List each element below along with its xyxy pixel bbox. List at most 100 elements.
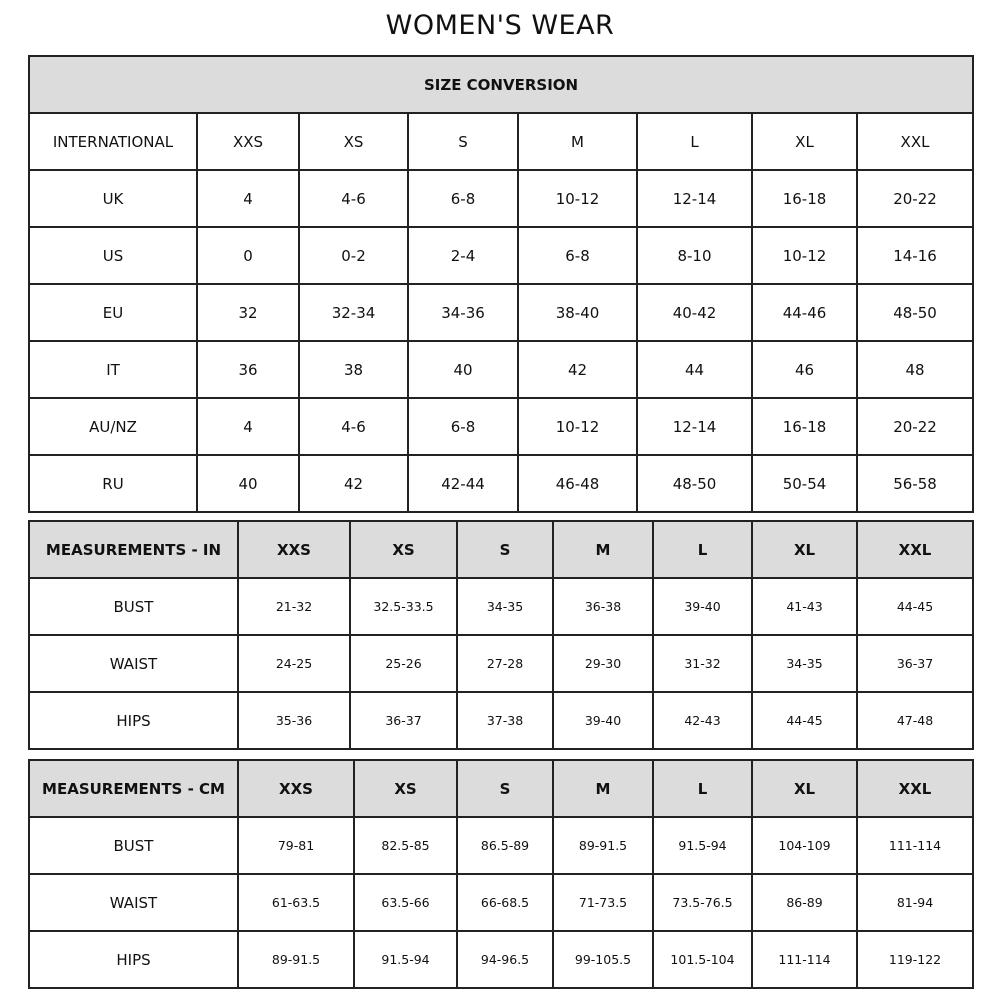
table-cell: 32 [196, 283, 300, 342]
table-cell: 38 [298, 340, 409, 399]
table-cell: 71-73.5 [552, 873, 654, 932]
size-column-header: XXL [855, 112, 975, 171]
table-row: BUST 79-81 82.5-85 86.5-89 89-91.5 91.5-94 104… [28, 816, 974, 875]
table-cell: 101.5-104 [652, 930, 753, 989]
table-row: WAIST 24-25 25-26 27-28 29-30 31-32 34-35 36-37 [28, 634, 974, 693]
table-cell: 21-32 [237, 577, 351, 636]
size-column-header: XXL [856, 759, 974, 818]
header-row: INTERNATIONAL XXS XS S M L XL XXL [28, 112, 975, 171]
table-cell: 16-18 [751, 397, 858, 456]
table-cell: 32-34 [298, 283, 409, 342]
table-cell: 10-12 [517, 169, 638, 228]
table-row: HIPS 35-36 36-37 37-38 39-40 42-43 44-45 47-48 [28, 691, 974, 750]
row-header-label: MEASUREMENTS - CM [28, 759, 239, 818]
table-cell: 31-32 [652, 634, 753, 693]
table-cell: 99-105.5 [552, 930, 654, 989]
table-cell: 47-48 [856, 691, 974, 750]
table-cell: 63.5-66 [353, 873, 458, 932]
size-column-header: XL [751, 759, 858, 818]
table-cell: 37-38 [456, 691, 554, 750]
size-column-header: XS [298, 112, 409, 171]
table-cell: 14-16 [855, 226, 975, 285]
table-cell: 82.5-85 [353, 816, 458, 875]
table-row: EU 32 32-34 34-36 38-40 40-42 44-46 48-50 [28, 283, 975, 342]
table-cell: 91.5-94 [652, 816, 753, 875]
table-cell: 36-38 [552, 577, 654, 636]
table-cell: 2-4 [407, 226, 519, 285]
table-cell: 48-50 [636, 454, 753, 513]
row-label: HIPS [28, 691, 239, 750]
table-cell: 44 [636, 340, 753, 399]
size-column-header: XS [353, 759, 458, 818]
table-cell: 41-43 [751, 577, 858, 636]
table-cell: 0-2 [298, 226, 409, 285]
table-cell: 48 [855, 340, 975, 399]
table-cell: 4 [196, 397, 300, 456]
table-cell: 6-8 [407, 169, 519, 228]
table-cell: 0 [196, 226, 300, 285]
table-row: WAIST 61-63.5 63.5-66 66-68.5 71-73.5 73.5-76… [28, 873, 974, 932]
row-label: WAIST [28, 634, 239, 693]
table-cell: 42-44 [407, 454, 519, 513]
table-row: IT 36 38 40 42 44 46 48 [28, 340, 975, 399]
table-cell: 34-35 [751, 634, 858, 693]
size-column-header: L [652, 520, 753, 579]
size-conversion-table: SIZE CONVERSION INTERNATIONAL XXS XS S M L XL X… [27, 55, 975, 513]
size-column-header: XS [349, 520, 458, 579]
page-title: WOMEN'S WEAR [385, 10, 615, 41]
table-row: BUST 21-32 32.5-33.5 34-35 36-38 39-40 41-43 44… [28, 577, 974, 636]
table-cell: 6-8 [407, 397, 519, 456]
table-cell: 39-40 [652, 577, 753, 636]
size-column-header: XXS [237, 520, 351, 579]
table-cell: 10-12 [751, 226, 858, 285]
size-column-header: XL [751, 520, 858, 579]
table-cell: 56-58 [855, 454, 975, 513]
table-cell: 91.5-94 [353, 930, 458, 989]
size-conversion-heading: SIZE CONVERSION [27, 55, 975, 114]
table-cell: 66-68.5 [456, 873, 554, 932]
table-cell: 42 [517, 340, 638, 399]
table-cell: 86.5-89 [456, 816, 554, 875]
row-label: UK [28, 169, 198, 228]
table-cell: 61-63.5 [237, 873, 355, 932]
table-cell: 44-46 [751, 283, 858, 342]
table-row: RU 40 42 42-44 46-48 48-50 50-54 56-58 [28, 454, 975, 513]
table-cell: 44-45 [856, 577, 974, 636]
table-cell: 29-30 [552, 634, 654, 693]
table-cell: 10-12 [517, 397, 638, 456]
table-cell: 44-45 [751, 691, 858, 750]
table-cell: 46-48 [517, 454, 638, 513]
header-row: MEASUREMENTS - CM XXS XS S M L XL XXL [28, 759, 974, 818]
table-cell: 42-43 [652, 691, 753, 750]
table-row: UK 4 4-6 6-8 10-12 12-14 16-18 20-22 [28, 169, 975, 228]
table-cell: 4 [196, 169, 300, 228]
row-label: IT [28, 340, 198, 399]
row-label: AU/NZ [28, 397, 198, 456]
row-label: RU [28, 454, 198, 513]
table-cell: 36 [196, 340, 300, 399]
row-label: BUST [28, 816, 239, 875]
table-cell: 20-22 [855, 397, 975, 456]
size-column-header: L [652, 759, 753, 818]
size-column-header: L [636, 112, 753, 171]
table-cell: 8-10 [636, 226, 753, 285]
table-cell: 39-40 [552, 691, 654, 750]
table-cell: 40 [196, 454, 300, 513]
table-cell: 4-6 [298, 169, 409, 228]
size-column-header: S [407, 112, 519, 171]
table-cell: 24-25 [237, 634, 351, 693]
table-cell: 94-96.5 [456, 930, 554, 989]
table-row: HIPS 89-91.5 91.5-94 94-96.5 99-105.5 101.5-1… [28, 930, 974, 989]
row-header-label: MEASUREMENTS - IN [28, 520, 239, 579]
table-cell: 86-89 [751, 873, 858, 932]
table-cell: 40 [407, 340, 519, 399]
table-row: US 0 0-2 2-4 6-8 8-10 10-12 14-16 [28, 226, 975, 285]
measurements-in-table: MEASUREMENTS - IN XXS XS S M L XL XXL BUST 21-32 3… [28, 520, 974, 750]
table-cell: 40-42 [636, 283, 753, 342]
table-cell: 6-8 [517, 226, 638, 285]
table-cell: 34-36 [407, 283, 519, 342]
size-column-header: S [456, 759, 554, 818]
table-cell: 27-28 [456, 634, 554, 693]
table-cell: 119-122 [856, 930, 974, 989]
table-cell: 35-36 [237, 691, 351, 750]
